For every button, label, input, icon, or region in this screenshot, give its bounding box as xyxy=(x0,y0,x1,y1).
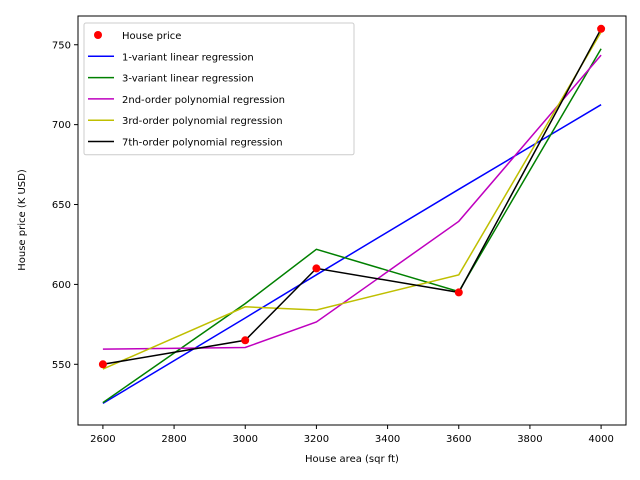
y-axis-label: House price (K USD) xyxy=(17,169,28,271)
y-tick-label: 550 xyxy=(52,360,71,371)
legend-label: 2nd-order polynomial regression xyxy=(122,95,285,106)
legend-label: 3-variant linear regression xyxy=(122,74,254,85)
x-tick-label: 3200 xyxy=(304,434,329,445)
y-tick-label: 750 xyxy=(52,40,71,51)
legend: House price 1-variant linear regression 3-… xyxy=(83,22,355,156)
house-price-point xyxy=(312,264,321,273)
y-axis-ticks: 550 600 650 700 750 xyxy=(52,40,78,371)
x-tick-label: 3600 xyxy=(446,434,471,445)
house-price-point xyxy=(98,360,107,369)
y-tick-label: 700 xyxy=(52,120,71,131)
series-line-1 xyxy=(102,104,602,405)
x-tick-label: 2800 xyxy=(161,434,186,445)
series-line-4 xyxy=(102,31,602,370)
legend-label: 3rd-order polynomial regression xyxy=(122,116,283,127)
legend-box xyxy=(83,22,355,156)
y-tick-label: 600 xyxy=(52,280,71,291)
legend-label: House price xyxy=(122,31,181,42)
y-tick-label: 650 xyxy=(52,200,71,211)
x-axis-label: House area (sqr ft) xyxy=(305,454,399,465)
x-tick-label: 3800 xyxy=(517,434,542,445)
house-price-point xyxy=(597,24,606,33)
x-axis-ticks: 2600 2800 3000 3200 3400 3600 3800 4000 xyxy=(90,425,614,445)
x-tick-label: 3000 xyxy=(233,434,258,445)
x-tick-label: 2600 xyxy=(90,434,115,445)
x-tick-label: 3400 xyxy=(375,434,400,445)
plot-marks xyxy=(98,24,606,405)
x-tick-label: 4000 xyxy=(588,434,613,445)
series-line-2 xyxy=(102,48,602,404)
legend-label: 7th-order polynomial regression xyxy=(122,138,283,149)
house-price-point xyxy=(454,288,463,297)
legend-label: 1-variant linear regression xyxy=(122,52,254,63)
legend-marker-house-price xyxy=(94,31,102,39)
house-price-point xyxy=(241,336,250,345)
plot-frame xyxy=(77,15,627,426)
